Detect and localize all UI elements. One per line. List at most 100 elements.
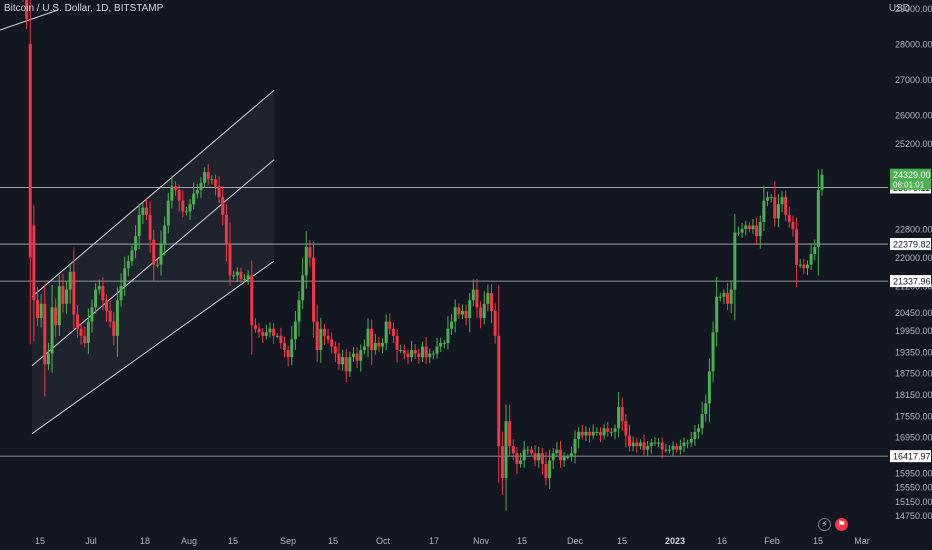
candle-body [366,328,370,347]
candle-body [192,193,196,205]
candle-body [475,289,479,308]
candle-body [490,293,494,311]
candle-body [805,264,809,269]
x-tick-label: 15 [813,536,823,546]
candle-body [740,229,744,233]
candle-body [228,243,232,276]
candle-body [210,179,214,181]
candle-body [395,335,399,351]
candle-body [213,179,217,187]
candle-body [413,350,417,354]
candle-body [304,246,308,276]
candle-body [642,442,646,450]
candle-body [584,431,588,436]
candle-body [707,371,711,404]
candle-body [566,456,570,458]
candle-body [624,421,628,436]
candle-body [373,342,377,351]
candle-body [816,189,820,247]
candle-body [384,321,388,343]
candle-body [529,449,533,454]
lightning-icon[interactable]: ⚡ [818,518,831,531]
candle-body [203,172,207,183]
candle-body [43,303,47,365]
candle-body [36,300,40,319]
candle-body [290,339,294,358]
y-tick-label: 22800.00 [895,225,932,235]
y-tick-label: 19950.00 [895,326,932,336]
candle-body [239,271,243,279]
candle-body [631,442,635,447]
candle-body [333,346,337,354]
candle-body [39,303,43,319]
candle-body [301,275,305,301]
x-tick-label: 17 [429,536,439,546]
candle-body [686,442,690,444]
candle-body [341,357,345,365]
candle-body [798,264,802,266]
candle-body [442,342,446,344]
candle-body [101,286,105,301]
candle-body [322,328,326,336]
candle-body [697,428,701,432]
candle-body [319,328,323,351]
candle-body [130,250,134,262]
candle-body [90,307,94,322]
y-tick-label: 16950.00 [895,433,932,443]
last-price-box [890,168,931,190]
candle-body [682,442,686,447]
candle-body [609,431,613,433]
x-tick-label: 15 [517,536,527,546]
x-tick-label: Dec [567,536,584,546]
candle-body [279,335,283,343]
candle-body [232,275,236,277]
candle-body [471,289,475,301]
candle-body [460,310,464,315]
candle-body [715,296,719,333]
candle-body [312,257,316,322]
candle-body [718,296,722,298]
y-tick-label: 20450.00 [895,308,932,318]
candle-body [762,200,766,222]
candle-body [787,214,791,222]
candle-body [359,350,363,361]
candle-body [667,449,671,451]
y-tick-label: 15150.00 [895,497,932,507]
candle-body [381,342,385,347]
currency-label: USD [888,3,910,14]
candle-body [747,225,751,230]
candle-body [780,197,784,205]
candle-body [791,221,795,230]
candle-body [286,350,290,358]
candle-body [97,286,101,290]
candle-body [50,307,54,354]
candle-body [170,186,174,201]
candle-body [446,328,450,343]
candle-body [486,293,490,304]
candle-body [431,353,435,355]
candle-body [620,406,624,422]
candle-body [166,200,170,226]
candle-body [391,328,395,336]
x-tick-label: Aug [181,536,197,546]
candle-body [511,446,515,454]
y-tick-label: 29000.00 [895,4,932,14]
candle-body [711,332,715,372]
y-tick-label: 19350.00 [895,347,932,357]
candle-body [293,321,297,340]
channel-upper-line [31,89,275,298]
candle-body [141,207,145,215]
candle-body [25,0,29,20]
candle-body [195,189,199,194]
candle-body [79,328,83,336]
price-label: 22379.82 [893,240,931,250]
candle-body [755,225,759,237]
x-tick-label: Jul [85,536,97,546]
candle-body [795,229,799,265]
flag-icon[interactable]: ⚑ [835,518,848,531]
y-tick-label: 15550.00 [895,483,932,493]
price-label: 16417.97 [893,452,931,462]
candle-body [326,335,330,340]
candle-body [700,414,704,429]
